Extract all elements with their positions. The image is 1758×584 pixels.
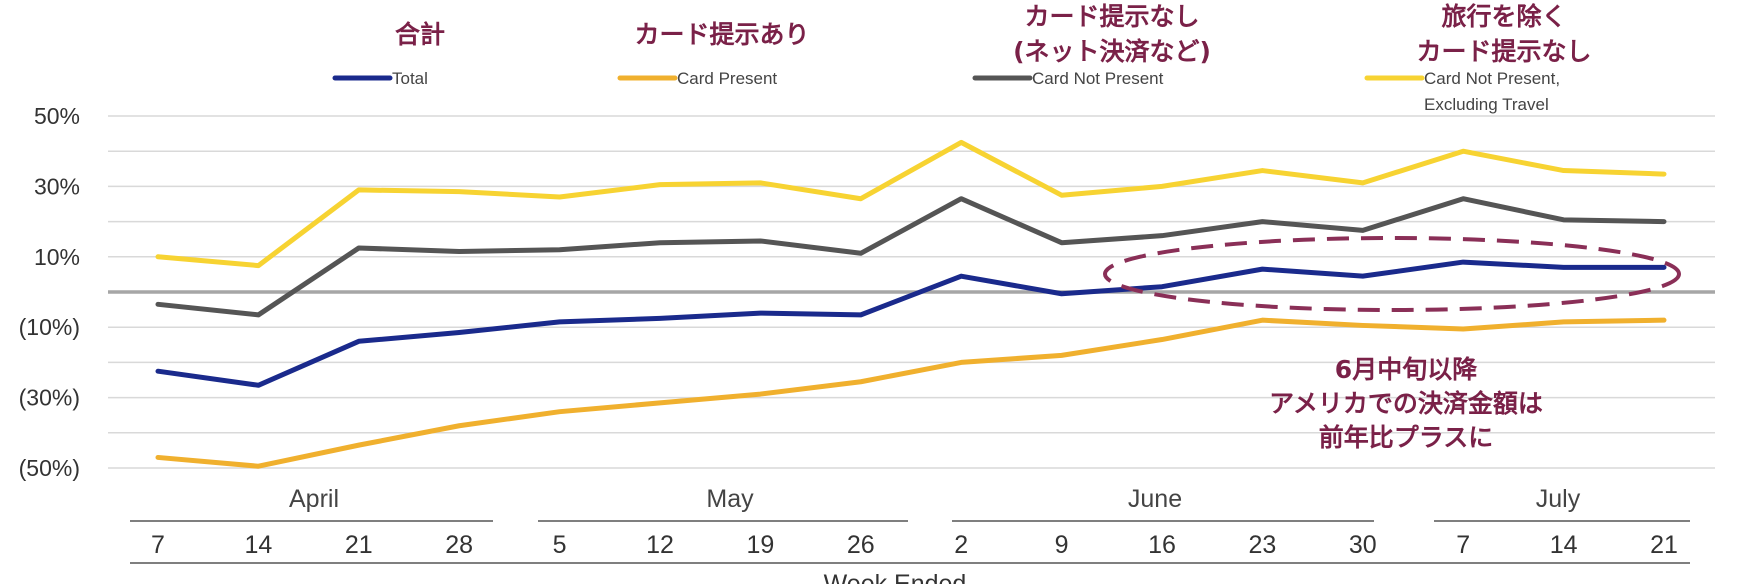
legend-label-excl-travel-line2: Excluding Travel [1424, 95, 1549, 114]
x-tick-label: 7 [1456, 531, 1470, 559]
y-tick-label: 30% [34, 173, 80, 199]
x-tick-label: 16 [1148, 531, 1176, 559]
y-axis-ticks: 50% 30% 10% (10%) (30%) (50%) [19, 103, 80, 481]
y-tick-label: (50%) [19, 455, 80, 481]
legend-label-total: Total [392, 69, 428, 88]
legend-label-card-present: Card Present [677, 69, 777, 88]
legend-label-excl-travel: Card Not Present, [1424, 69, 1560, 88]
x-tick-label: 21 [345, 531, 373, 559]
x-tick-label: 28 [445, 531, 473, 559]
x-tick-label: 26 [847, 531, 875, 559]
x-tick-label: 14 [244, 531, 272, 559]
y-tick-label: (10%) [19, 314, 80, 340]
highlight-ellipse [1103, 236, 1681, 312]
month-label-june: June [1128, 485, 1182, 513]
month-label-july: July [1536, 485, 1581, 513]
jp-label-excl-travel-1: 旅行を除く [1441, 2, 1566, 31]
x-tick-label: 12 [646, 531, 674, 559]
x-tick-label: 2 [954, 531, 968, 559]
series-line-card-present [155, 317, 1667, 469]
x-tick-label: 21 [1650, 531, 1678, 559]
series-line-card-not-present-excluding-travel [155, 139, 1667, 269]
annotation-line-2: アメリカでの決済金額は [1269, 389, 1543, 418]
x-tick-label: 5 [553, 531, 567, 559]
jp-label-card-not-present-1: カード提示なし [1024, 2, 1199, 31]
y-tick-label: 10% [34, 244, 80, 270]
series-line-card-not-present [155, 196, 1667, 318]
gridlines [108, 115, 1715, 469]
x-axis-label: Week Ended [824, 570, 967, 584]
x-tick-label: 19 [746, 531, 774, 559]
annotation-line-3: 前年比プラスに [1319, 423, 1494, 452]
jp-label-excl-travel-2: カード提示なし [1416, 37, 1591, 66]
month-label-may: May [706, 485, 754, 513]
y-tick-label: 50% [34, 103, 80, 129]
legend-label-card-not-present: Card Not Present [1032, 69, 1164, 88]
jp-label-total: 合計 [395, 20, 445, 49]
x-tick-label: 7 [151, 531, 165, 559]
annotation-line-1: 6月中旬以降 [1335, 355, 1478, 384]
month-label-april: April [289, 485, 339, 513]
series-line-total [155, 259, 1667, 388]
legend: Total Card Present Card Not Present Card… [332, 69, 1560, 114]
jp-label-card-not-present-2: (ネット決済など) [1013, 37, 1211, 66]
x-tick-label: 14 [1550, 531, 1578, 559]
x-tick-label: 9 [1055, 531, 1069, 559]
y-tick-label: (30%) [19, 385, 80, 411]
series-lines [155, 139, 1667, 469]
x-tick-label: 23 [1248, 531, 1276, 559]
jp-label-card-present: カード提示あり [634, 20, 809, 49]
x-axis-ticks: 7 14 21 28 5 12 19 26 2 9 16 23 30 7 14 21 [151, 531, 1678, 559]
x-tick-label: 30 [1349, 531, 1377, 559]
month-axis: April May June July [130, 485, 1690, 522]
